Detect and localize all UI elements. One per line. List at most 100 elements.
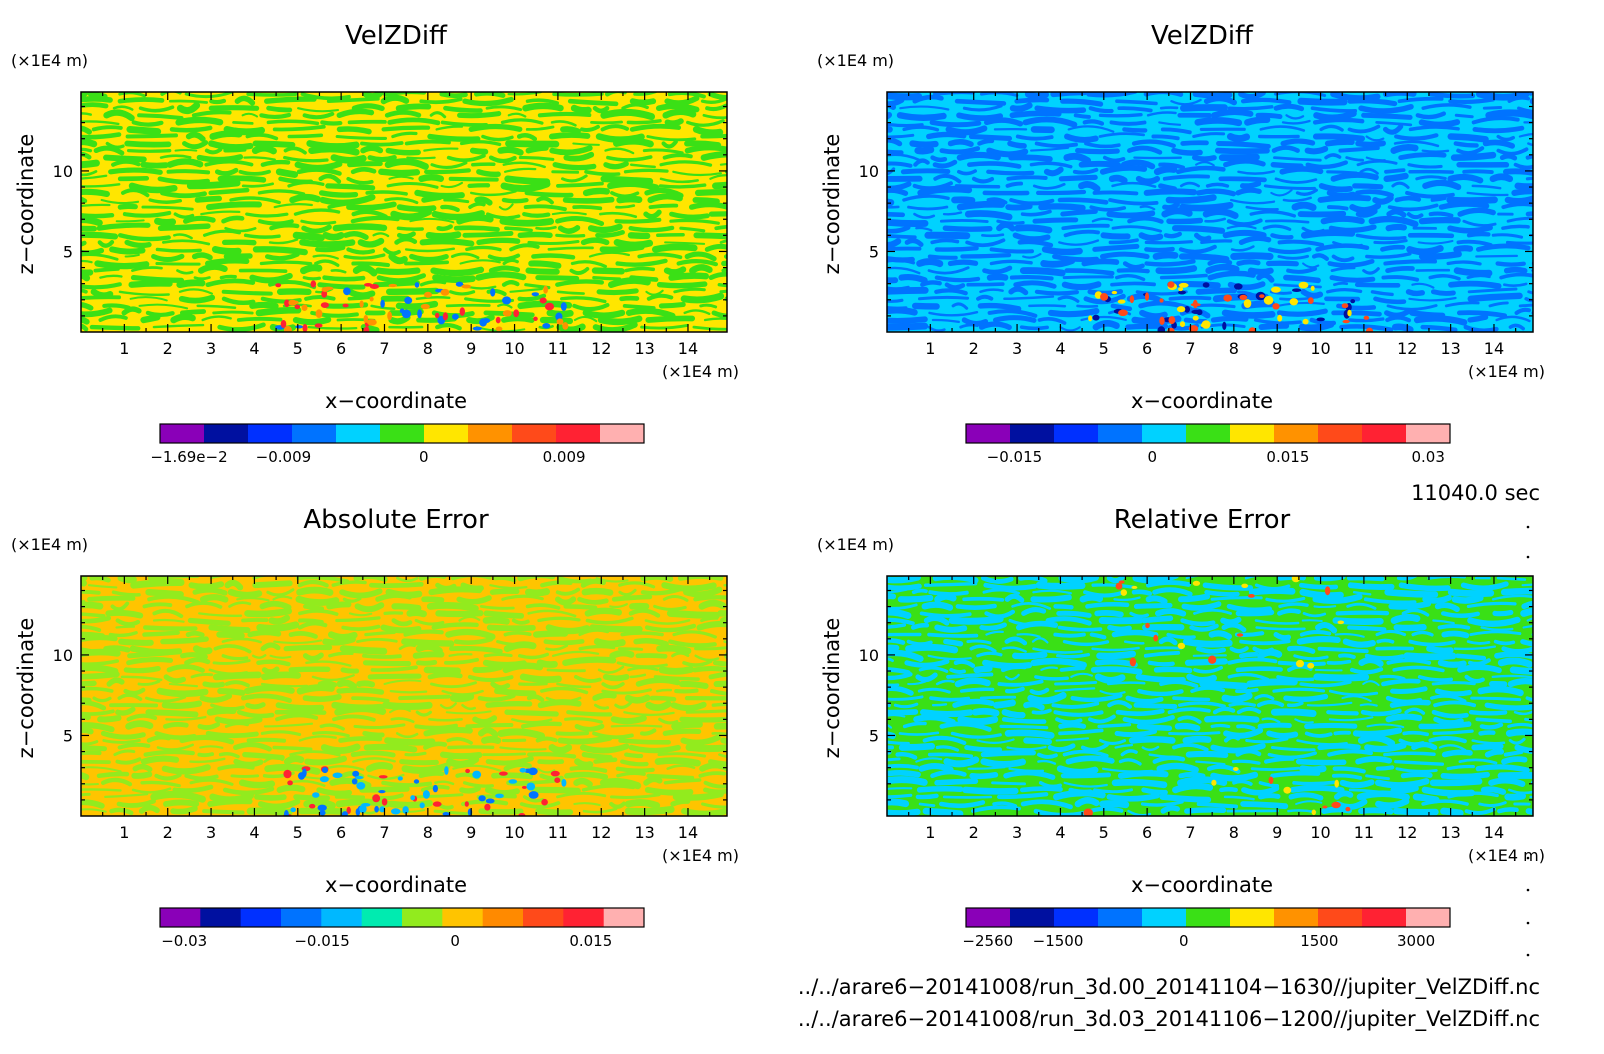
contour-accent: [359, 804, 367, 814]
contour-stripe: [518, 652, 549, 660]
colorbar-label: 0: [419, 448, 429, 466]
plot-frame: [886, 91, 1534, 333]
contour-stripe: [269, 654, 292, 659]
contour-stripe: [1139, 309, 1168, 320]
contour-stripe: [1349, 667, 1384, 675]
contour-stripe: [1518, 132, 1533, 138]
contour-stripe: [624, 806, 675, 816]
contour-stripe: [896, 112, 947, 121]
contour-stripe: [928, 311, 979, 317]
contour-stripe: [1135, 175, 1161, 185]
contour-stripe: [1240, 801, 1289, 810]
contour-stripe: [671, 651, 690, 658]
contour-stripe: [1106, 576, 1126, 584]
contour-stripe: [887, 617, 915, 626]
contour-stripe: [1362, 267, 1380, 275]
contour-stripe: [671, 720, 703, 730]
contour-stripe: [283, 755, 305, 765]
contour-stripe: [1160, 805, 1180, 814]
contour-stripe: [1525, 696, 1533, 702]
contour-accent: [1334, 779, 1339, 788]
contour-stripe: [686, 119, 725, 127]
x-tick-label: 7: [379, 339, 389, 358]
contour-stripe: [959, 323, 979, 329]
contour-stripe: [1312, 117, 1365, 125]
contour-accent: [275, 283, 282, 288]
contour-stripe: [465, 245, 502, 252]
contour-stripe: [1539, 755, 1583, 757]
contour-stripe: [304, 295, 336, 301]
contour-stripe: [81, 196, 88, 204]
contour-stripe: [1331, 254, 1355, 263]
contour-accent: [1145, 292, 1149, 301]
contour-stripe: [1466, 274, 1491, 279]
contour-stripe: [1312, 593, 1363, 604]
contour-stripe: [1135, 674, 1186, 683]
contour-accent: [319, 810, 326, 816]
contour-stripe: [887, 763, 919, 770]
contour-stripe: [1162, 202, 1180, 211]
contour-accent: [1272, 303, 1280, 310]
contour-stripe: [1471, 116, 1520, 125]
contour-stripe: [1375, 798, 1410, 809]
contour-stripe: [1055, 737, 1090, 742]
contour-stripe: [446, 153, 486, 163]
margin-dot: [1526, 555, 1530, 559]
contour-stripe: [1180, 104, 1228, 112]
contour-stripe: [1537, 656, 1580, 658]
contour-accent: [1341, 303, 1349, 309]
contour-stripe: [887, 153, 921, 162]
contour-stripe: [1296, 636, 1341, 645]
contour-stripe: [176, 279, 206, 289]
contour-stripe: [244, 607, 292, 618]
contour-stripe: [1402, 730, 1429, 737]
contour-accent: [544, 302, 555, 311]
contour-stripe: [685, 709, 727, 714]
contour-stripe: [440, 181, 464, 189]
contour-stripe: [526, 694, 545, 703]
contour-stripe: [1094, 659, 1138, 668]
contour-accent: [1120, 589, 1128, 596]
contour-stripe: [369, 581, 424, 588]
contour-accent: [359, 300, 364, 308]
contour-stripe: [644, 619, 691, 625]
contour-stripe: [501, 315, 535, 323]
contour-stripe: [264, 763, 321, 775]
contour-stripe: [1161, 207, 1193, 218]
contour-accent: [1211, 779, 1217, 786]
contour-stripe: [663, 266, 687, 276]
contour-stripe: [211, 246, 242, 255]
contour-stripe: [1011, 602, 1052, 610]
contour-accent: [1342, 319, 1350, 324]
contour-accent: [381, 798, 388, 806]
contour-stripe: [654, 757, 701, 767]
contour-stripe: [319, 723, 345, 731]
contour-stripe: [1009, 275, 1054, 281]
contour-stripe: [81, 709, 115, 716]
contour-stripe: [1138, 232, 1164, 242]
contour-stripe: [448, 653, 473, 657]
contour-stripe: [939, 218, 989, 224]
x-tick-label: 13: [634, 823, 654, 842]
colorbar-swatch: [1230, 908, 1275, 927]
contour-stripe: [1306, 701, 1353, 707]
contour-stripe: [1009, 102, 1033, 112]
contour-stripe: [637, 252, 683, 260]
contour-accent: [420, 303, 430, 310]
contour-stripe: [145, 695, 187, 703]
contour-stripe: [552, 162, 597, 171]
contour-stripe: [1100, 232, 1131, 240]
contour-stripe: [1283, 274, 1321, 284]
contour-stripe: [339, 588, 383, 599]
contour-stripe: [1131, 139, 1176, 148]
contour-stripe: [1467, 287, 1518, 294]
contour-stripe: [1415, 175, 1447, 181]
contour-stripe: [1360, 708, 1402, 717]
contour-accent: [485, 798, 495, 804]
contour-stripe: [1444, 301, 1480, 308]
contour-stripe: [453, 225, 500, 232]
contour-stripe: [1232, 779, 1253, 786]
contour-stripe: [1330, 266, 1356, 272]
contour-stripe: [378, 168, 421, 177]
colorbar-swatch: [160, 424, 205, 443]
